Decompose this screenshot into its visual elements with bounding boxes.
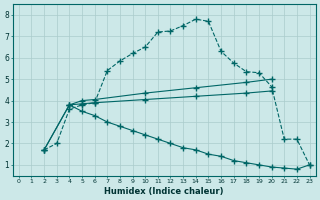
X-axis label: Humidex (Indice chaleur): Humidex (Indice chaleur)	[104, 187, 224, 196]
